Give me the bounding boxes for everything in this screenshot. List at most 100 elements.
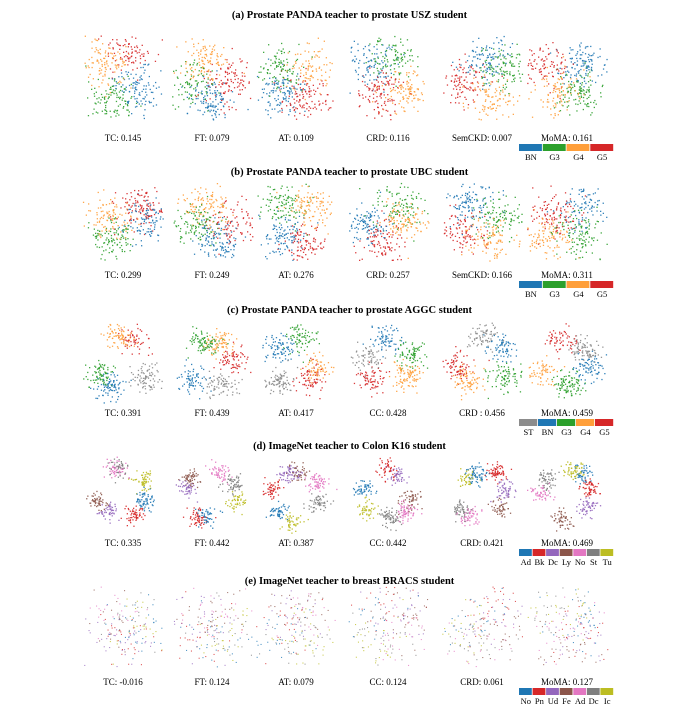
- panel-score-label: AT: 0.276: [278, 270, 314, 280]
- tsne-scatter-plot: [262, 324, 335, 400]
- tsne-scatter-plot: [84, 586, 163, 668]
- legend-swatch: [538, 419, 557, 426]
- panel-score-label: TC: 0.335: [105, 538, 142, 548]
- panel-score-label: MoMA: 0.311: [541, 270, 593, 280]
- legend-label: Ad: [521, 557, 532, 567]
- tsne-scatter-plot: [84, 35, 163, 120]
- legend-swatch: [573, 549, 587, 556]
- legend-label: G4: [573, 289, 584, 299]
- legend-label: Tu: [603, 557, 613, 567]
- legend-swatch: [595, 419, 614, 426]
- tsne-scatter-plot: [352, 457, 423, 532]
- legend-swatch: [590, 281, 614, 288]
- panel-score-label: AT: 0.109: [278, 133, 314, 143]
- tsne-scatter-plot: [442, 322, 523, 401]
- tsne-scatter-plot: [348, 586, 429, 666]
- legend-swatch: [557, 419, 576, 426]
- panel-score-label: FT: 0.124: [194, 677, 230, 687]
- legend-swatch: [559, 688, 573, 695]
- legend-label: G3: [549, 289, 559, 299]
- legend-swatch: [566, 144, 590, 151]
- class-legend: ST BN G3 G4 G5: [519, 419, 614, 437]
- panel-score-label: TC: 0.299: [105, 270, 142, 280]
- panel-score-label: SemCKD: 0.007: [452, 133, 513, 143]
- legend-label: ST: [524, 427, 535, 437]
- panel-score-label: CRD : 0.456: [459, 408, 505, 418]
- legend-swatch: [586, 549, 600, 556]
- tsne-scatter-plot: [349, 182, 430, 261]
- tsne-scatter-plot: [256, 590, 336, 665]
- legend-label: Dc: [548, 557, 558, 567]
- panel-score-label: MoMA: 0.161: [541, 133, 593, 143]
- row-title: (d) ImageNet teacher to Colon K16 studen…: [253, 441, 446, 452]
- row-title: (b) Prostate PANDA teacher to prostate U…: [231, 167, 469, 178]
- legend-swatch: [573, 688, 587, 695]
- legend-swatch: [566, 281, 590, 288]
- tsne-scatter-plot: [86, 456, 155, 527]
- legend-label: G4: [580, 427, 591, 437]
- legend-label: Ly: [562, 557, 572, 567]
- panel-score-label: CC: 0.428: [369, 408, 407, 418]
- legend-label: G5: [599, 427, 609, 437]
- panel-score-label: AT: 0.417: [278, 408, 314, 418]
- legend-label: BN: [542, 427, 554, 437]
- panel-score-label: TC: -0.016: [103, 677, 143, 687]
- panel-score-label: MoMA: 0.127: [541, 677, 594, 687]
- tsne-scatter-plot: [176, 326, 252, 400]
- class-legend: BN G3 G4 G5: [519, 281, 614, 299]
- panel-score-label: CRD: 0.116: [366, 133, 410, 143]
- panel-score-label: CC: 0.442: [369, 538, 406, 548]
- panel-score-label: SemCKD: 0.166: [452, 270, 513, 280]
- legend-label: No: [521, 696, 531, 706]
- panel-score-label: MoMA: 0.459: [541, 408, 594, 418]
- legend-label: No: [575, 557, 585, 567]
- tsne-scatter-plot: [443, 183, 523, 262]
- legend-swatch: [576, 419, 595, 426]
- legend-swatch: [546, 549, 559, 556]
- tsne-scatter-plot: [527, 42, 608, 119]
- tsne-scatter-plot: [527, 185, 608, 261]
- legend-label: Dc: [589, 696, 599, 706]
- legend-label: Ud: [548, 696, 559, 706]
- legend-swatch: [559, 549, 573, 556]
- panel-score-label: FT: 0.249: [194, 270, 230, 280]
- legend-swatch: [532, 549, 546, 556]
- panel-score-label: CC: 0.124: [369, 677, 407, 687]
- legend-label: G5: [597, 289, 607, 299]
- legend-swatch: [600, 688, 614, 695]
- tsne-scatter-plot: [528, 323, 608, 399]
- legend-swatch: [542, 281, 566, 288]
- tsne-scatter-plot: [527, 461, 602, 532]
- legend-label: G5: [597, 152, 607, 162]
- tsne-scatter-plot: [173, 183, 254, 259]
- class-legend: Ad Bk Dc Ly No St Tu: [519, 549, 614, 567]
- legend-swatch: [519, 549, 532, 556]
- legend-swatch: [519, 688, 532, 695]
- legend-label: BN: [525, 289, 537, 299]
- class-legend: BN G3 G4 G5: [519, 144, 614, 162]
- panel-score-label: FT: 0.079: [194, 133, 230, 143]
- tsne-scatter-plot: [350, 324, 429, 398]
- legend-label: Fe: [562, 696, 571, 706]
- tsne-scatter-plot: [443, 35, 524, 121]
- row-title: (e) ImageNet teacher to breast BRACS stu…: [245, 576, 455, 587]
- panel-score-label: CRD: 0.061: [460, 677, 504, 687]
- legend-swatch: [519, 144, 542, 151]
- panel-score-label: TC: 0.391: [105, 408, 142, 418]
- legend-label: Ic: [604, 696, 611, 706]
- legend-swatch: [542, 144, 566, 151]
- legend-label: BN: [525, 152, 537, 162]
- legend-label: Pn: [535, 696, 545, 706]
- legend-label: G3: [549, 152, 559, 162]
- legend-swatch: [600, 549, 614, 556]
- panel-score-label: TC: 0.145: [105, 133, 142, 143]
- tsne-scatter-plot: [173, 587, 253, 668]
- legend-swatch: [532, 688, 546, 695]
- legend-label: G3: [561, 427, 571, 437]
- class-legend: No Pn Ud Fe Ad Dc Ic: [519, 688, 614, 706]
- panel-score-label: AT: 0.387: [278, 538, 314, 548]
- legend-swatch: [590, 144, 614, 151]
- tsne-scatter-plot: [527, 587, 609, 666]
- legend-label: Bk: [534, 557, 545, 567]
- panel-score-label: CRD: 0.421: [460, 538, 504, 548]
